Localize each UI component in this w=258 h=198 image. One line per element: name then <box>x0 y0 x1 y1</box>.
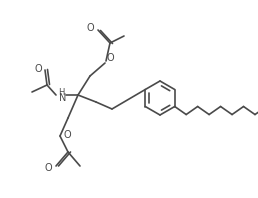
Text: H: H <box>58 88 64 96</box>
Text: O: O <box>44 163 52 173</box>
Text: N: N <box>59 93 67 103</box>
Text: O: O <box>106 53 114 63</box>
Text: O: O <box>63 130 71 140</box>
Text: O: O <box>86 23 94 33</box>
Text: O: O <box>34 64 42 74</box>
